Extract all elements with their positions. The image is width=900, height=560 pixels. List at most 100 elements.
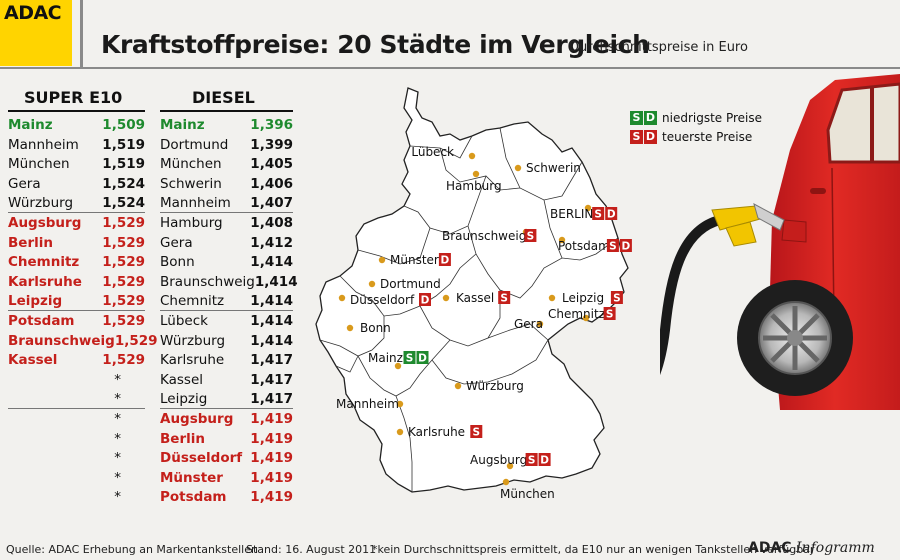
e10-city: Braunschweig bbox=[8, 332, 115, 349]
city-label: Kassel bbox=[456, 291, 494, 305]
e10-price: 1,519 bbox=[102, 136, 145, 153]
e10-row: Mannheim 1,519 bbox=[8, 135, 145, 155]
diesel-price: 1,399 bbox=[250, 136, 293, 153]
city-dot bbox=[502, 478, 510, 486]
diesel-row: Münster 1,419 bbox=[160, 468, 293, 488]
city-dot bbox=[454, 382, 462, 390]
footer-brand: ADAC Infogramm bbox=[748, 540, 875, 556]
city-dot bbox=[442, 294, 450, 302]
city-dot bbox=[396, 428, 404, 436]
e10-city: Gera bbox=[8, 175, 41, 192]
city-badge bbox=[498, 291, 511, 304]
diesel-price: 1,414 bbox=[250, 293, 293, 310]
city-badge bbox=[603, 307, 616, 320]
e10-price: 1,529 bbox=[102, 352, 145, 369]
e10-price: * bbox=[114, 469, 121, 486]
e10-price: 1,524 bbox=[102, 175, 145, 192]
diesel-header-rule bbox=[160, 110, 293, 112]
e10-price: 1,529 bbox=[114, 332, 158, 349]
city-badge bbox=[592, 207, 605, 220]
e10-price: * bbox=[114, 391, 121, 408]
city-label: Bonn bbox=[360, 321, 391, 335]
e10-price: 1,509 bbox=[102, 117, 145, 133]
city-dot bbox=[584, 204, 592, 212]
city-badge-letter: S bbox=[594, 209, 602, 221]
e10-group-separator bbox=[8, 310, 145, 311]
e10-row: Potsdam 1,529 bbox=[8, 311, 145, 331]
legend-low-label: niedrigste Preise bbox=[662, 110, 763, 125]
car-door-line bbox=[831, 167, 835, 321]
diesel-row: Braunschweig 1,414 bbox=[160, 272, 298, 292]
city-badge-letter: D bbox=[540, 455, 549, 467]
diesel-city: Potsdam bbox=[160, 489, 227, 506]
diesel-city: München bbox=[160, 156, 222, 173]
car-window bbox=[826, 82, 900, 164]
diesel-city: Braunschweig bbox=[160, 273, 255, 290]
city-badge bbox=[524, 229, 537, 242]
diesel-group-separator bbox=[160, 408, 293, 409]
city-label: Schwerin bbox=[526, 161, 581, 175]
diesel-price: 1,419 bbox=[250, 489, 293, 506]
e10-row: Kassel 1,529 bbox=[8, 350, 145, 370]
diesel-price: 1,414 bbox=[250, 254, 293, 271]
city-dot bbox=[536, 320, 544, 328]
legend-badge-d-red: D bbox=[644, 129, 657, 144]
diesel-row: Lübeck 1,414 bbox=[160, 311, 293, 331]
e10-price: 1,529 bbox=[102, 273, 145, 290]
diesel-price: 1,414 bbox=[254, 273, 298, 290]
diesel-city: Chemnitz bbox=[160, 293, 225, 310]
city-badge bbox=[403, 351, 416, 364]
city-badge bbox=[419, 293, 431, 306]
city-label: Würzburg bbox=[466, 379, 524, 393]
city-badge-letter: D bbox=[607, 209, 616, 221]
diesel-city: Münster bbox=[160, 469, 223, 486]
e10-header-rule bbox=[8, 110, 145, 112]
e10-price: * bbox=[114, 450, 121, 467]
fuel-nozzle bbox=[711, 203, 785, 247]
e10-row: Chemnitz 1,529 bbox=[8, 252, 145, 272]
e10-city: Kassel bbox=[8, 352, 58, 369]
fuel-hose bbox=[660, 215, 725, 375]
city-label: Braunschweig bbox=[442, 229, 526, 243]
city-badge-letter: S bbox=[500, 293, 508, 305]
e10-row: Mainz 1,509 bbox=[8, 115, 145, 135]
e10-city: Mannheim bbox=[8, 136, 79, 153]
diesel-price: 1,412 bbox=[250, 234, 293, 251]
diesel-price: 1,419 bbox=[250, 450, 293, 467]
e10-row: * bbox=[8, 389, 145, 409]
diesel-city: Mainz bbox=[160, 117, 205, 133]
e10-row: * bbox=[8, 448, 145, 468]
diesel-city: Augsburg bbox=[160, 411, 234, 427]
city-dot bbox=[338, 294, 346, 302]
diesel-row: Potsdam 1,419 bbox=[160, 487, 293, 507]
city-dot bbox=[346, 324, 354, 332]
city-label: Düsseldorf bbox=[350, 293, 415, 307]
diesel-row: Mainz 1,396 bbox=[160, 115, 293, 135]
city-badge bbox=[470, 425, 483, 438]
city-badge bbox=[606, 239, 619, 252]
diesel-city: Würzburg bbox=[160, 332, 226, 349]
e10-city: Chemnitz bbox=[8, 254, 80, 271]
e10-city: Augsburg bbox=[8, 215, 82, 231]
diesel-city: Karlsruhe bbox=[160, 352, 225, 369]
e10-price: 1,529 bbox=[102, 313, 145, 329]
e10-city: München bbox=[8, 156, 70, 173]
city-label: Gera bbox=[514, 317, 543, 331]
diesel-city: Bonn bbox=[160, 254, 195, 271]
city-dot bbox=[394, 362, 402, 370]
diesel-price: 1,408 bbox=[250, 215, 293, 231]
diesel-row: Hamburg 1,408 bbox=[160, 213, 293, 233]
legend-badge-s-red: S bbox=[630, 129, 643, 144]
diesel-city: Kassel bbox=[160, 371, 204, 388]
diesel-price: 1,417 bbox=[250, 391, 293, 408]
e10-city: Mainz bbox=[8, 117, 53, 133]
e10-row: * bbox=[8, 487, 145, 507]
diesel-city: Mannheim bbox=[160, 195, 231, 212]
chart-subtitle: Durchschnittspreise in Euro bbox=[569, 40, 748, 55]
e10-price: 1,529 bbox=[102, 293, 145, 310]
diesel-city: Schwerin bbox=[160, 175, 222, 192]
door-handle bbox=[810, 188, 826, 194]
header-rule bbox=[0, 67, 900, 69]
